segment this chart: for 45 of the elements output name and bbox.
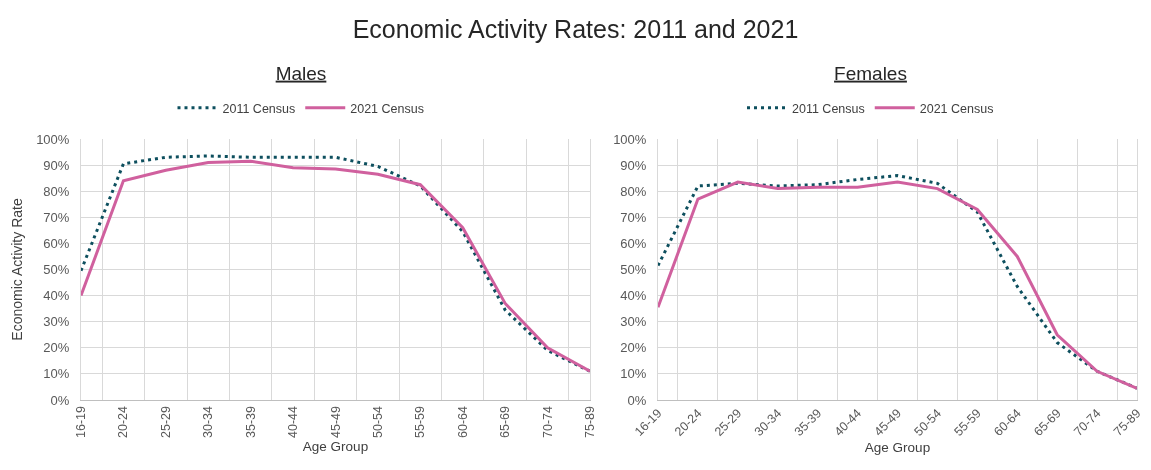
- x-tick-label: 45-49: [328, 405, 343, 438]
- x-tick-label: 35-39: [243, 405, 258, 438]
- y-tick-label: 70%: [43, 209, 70, 225]
- y-tick-label: 100%: [613, 131, 647, 147]
- y-tick-label: 30%: [43, 314, 70, 330]
- y-tick-label: 80%: [43, 183, 70, 199]
- y-tick-label: 70%: [620, 209, 647, 225]
- y-tick-label: 60%: [43, 235, 70, 251]
- y-tick-label: 0%: [627, 392, 647, 408]
- legend-label: 2011 Census: [792, 101, 865, 116]
- legend-label: 2021 Census: [350, 101, 424, 116]
- y-tick-label: 50%: [620, 262, 647, 278]
- chart-subtitle: Males: [275, 62, 327, 84]
- x-tick-label: 30-34: [201, 405, 216, 438]
- y-axis-title: Economic Activity Rate: [8, 198, 25, 341]
- legend-label: 2021 Census: [919, 101, 994, 116]
- x-tick-label: 70-74: [540, 405, 555, 438]
- x-tick-label: 40-44: [286, 405, 301, 438]
- x-tick-label: 50-54: [370, 405, 385, 438]
- x-axis-title: Age Group: [302, 438, 369, 454]
- y-tick-label: 20%: [620, 340, 647, 356]
- chart-title: Economic Activity Rates: 2011 and 2021: [351, 14, 800, 45]
- y-tick-label: 100%: [36, 131, 70, 147]
- y-tick-label: 60%: [620, 235, 647, 251]
- y-tick-label: 90%: [43, 157, 70, 173]
- x-axis-title: Age Group: [864, 439, 931, 455]
- y-tick-label: 0%: [50, 392, 70, 408]
- x-tick-label: 55-59: [413, 405, 428, 438]
- y-tick-label: 40%: [43, 288, 70, 304]
- y-tick-label: 30%: [620, 314, 647, 330]
- x-tick-label: 16-19: [74, 405, 89, 438]
- y-tick-label: 40%: [620, 288, 647, 304]
- chart-title: Females: [834, 62, 907, 84]
- y-tick-label: 90%: [620, 157, 647, 173]
- x-tick-label: 20-24: [116, 405, 131, 438]
- y-tick-label: 10%: [43, 366, 70, 382]
- y-tick-label: 80%: [620, 183, 647, 199]
- x-tick-label: 65-69: [498, 405, 513, 438]
- y-tick-label: 10%: [620, 366, 647, 382]
- y-tick-label: 20%: [43, 340, 70, 356]
- x-tick-label: 75-89: [583, 405, 598, 438]
- legend-label: 2011 Census: [222, 101, 296, 116]
- x-tick-label: 60-64: [455, 405, 470, 438]
- x-tick-label: 25-29: [158, 405, 173, 438]
- y-tick-label: 50%: [43, 262, 70, 278]
